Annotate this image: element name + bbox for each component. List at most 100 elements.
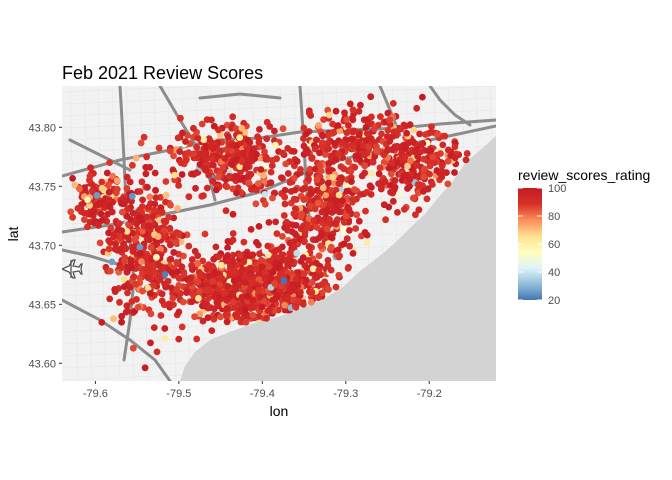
listing-point [174,134,182,142]
listing-point [299,186,306,193]
listing-point [153,348,161,356]
listing-point [236,134,244,142]
listing-point [325,111,333,119]
listing-point [136,188,144,195]
listing-point [212,243,220,251]
listing-point [258,303,266,311]
listing-point [238,156,246,164]
listing-point [254,180,262,188]
listing-point [369,158,377,166]
listing-point [129,344,137,352]
listing-point [271,127,278,135]
listing-point [260,297,268,305]
listing-point [167,284,175,292]
listing-point [353,211,361,219]
listing-point [343,235,351,243]
listing-point [194,260,201,268]
listing-point [428,128,435,136]
legend-tick-label: 80 [548,211,560,223]
listing-point [269,157,276,164]
listing-point [290,210,298,218]
listing-point [193,143,201,151]
listing-point [127,264,135,272]
listing-point [363,239,371,247]
listing-point [220,289,228,297]
listing-point [370,125,378,133]
y-axis-label: lat [5,227,21,242]
listing-point [206,137,214,144]
listing-point [339,139,346,147]
listing-point [178,323,186,331]
listing-point [190,150,198,158]
listing-point [110,233,117,241]
listing-point [209,277,217,285]
listing-point [105,181,112,189]
listing-point [312,236,320,244]
listing-point [318,281,326,288]
listing-point [316,149,323,157]
listing-point [162,178,170,185]
listing-point [123,173,131,181]
listing-point [196,161,204,168]
listing-point [344,264,352,272]
listing-point [441,132,449,140]
listing-point [305,175,312,183]
listing-point [451,169,458,176]
listing-point [421,165,428,173]
listing-point [269,268,277,276]
listing-point [132,280,140,288]
listing-point [361,151,368,159]
listing-point [281,200,289,208]
listing-point [105,245,113,253]
listing-point [105,188,113,196]
listing-point [376,164,384,172]
listing-point [339,197,346,205]
listing-point [106,159,113,167]
y-tick-label: 43.60 [28,358,56,370]
listing-point [229,210,237,218]
listing-point [254,133,261,141]
listing-point [210,255,218,263]
listing-point [345,205,353,213]
listing-point [123,185,131,192]
listing-point [151,200,159,208]
y-tick-label: 43.65 [28,299,56,311]
listing-point [451,143,459,151]
listing-point [155,271,163,279]
listing-point [157,312,165,319]
listing-point [326,215,333,223]
listing-point [196,287,203,295]
listing-point [167,255,175,263]
listing-point [139,196,147,204]
listing-point [428,123,435,131]
listing-point [415,206,423,214]
listing-point [301,262,309,269]
listing-point [311,205,319,213]
listing-point [193,335,201,343]
listing-point [263,135,271,143]
listing-point [401,153,409,161]
listing-point [355,217,363,225]
listing-point [240,258,248,266]
listing-point [155,144,163,152]
listing-point [229,257,237,265]
listing-point [423,195,431,203]
listing-point [96,239,104,247]
listing-point [300,124,308,132]
listing-point [175,308,183,316]
listing-point [367,93,375,101]
listing-point [120,195,127,202]
listing-point [261,191,269,198]
listing-point [146,193,154,201]
listing-point [106,295,114,303]
listing-point [133,220,141,228]
listing-point [320,116,327,123]
listing-point [280,212,288,219]
listing-point [279,233,286,240]
listing-point [397,125,405,133]
airport-icon [62,259,83,279]
listing-point [330,179,338,187]
listing-point [272,295,279,303]
listing-point [223,318,231,326]
listing-point [232,270,240,278]
